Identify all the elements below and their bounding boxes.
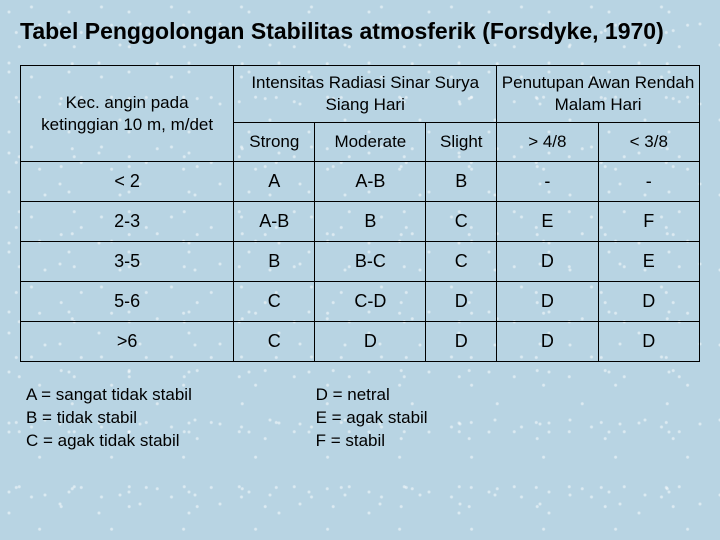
page-title: Tabel Penggolongan Stabilitas atmosferik… <box>20 18 700 45</box>
legend-a: A = sangat tidak stabil <box>26 384 306 407</box>
legend-e: E = agak stabil <box>316 407 700 430</box>
cell-speed: 5-6 <box>21 282 234 322</box>
cell: E <box>598 242 699 282</box>
cell-speed: 3-5 <box>21 242 234 282</box>
cell: A <box>234 162 315 202</box>
col-lt38: < 3/8 <box>598 123 699 162</box>
legend-f: F = stabil <box>316 430 700 453</box>
group-header-solar: Intensitas Radiasi Sinar Surya Siang Har… <box>234 66 497 123</box>
cell: D <box>315 322 426 362</box>
cell: - <box>497 162 598 202</box>
cell: C <box>426 202 497 242</box>
col-moderate: Moderate <box>315 123 426 162</box>
cell-speed: < 2 <box>21 162 234 202</box>
cell: C <box>426 242 497 282</box>
cell: B <box>315 202 426 242</box>
cell: B <box>426 162 497 202</box>
legend-c: C = agak tidak stabil <box>26 430 306 453</box>
legend-left: A = sangat tidak stabil B = tidak stabil… <box>20 384 306 453</box>
table-row: 3-5 B B-C C D E <box>21 242 700 282</box>
legend-right: D = netral E = agak stabil F = stabil <box>306 384 700 453</box>
table-row: 5-6 C C-D D D D <box>21 282 700 322</box>
cell: C <box>234 322 315 362</box>
table-row: < 2 A A-B B - - <box>21 162 700 202</box>
col-slight: Slight <box>426 123 497 162</box>
legend-d: D = netral <box>316 384 700 407</box>
cell: B <box>234 242 315 282</box>
cell: E <box>497 202 598 242</box>
cell: D <box>598 282 699 322</box>
table-row: >6 C D D D D <box>21 322 700 362</box>
table-row: 2-3 A-B B C E F <box>21 202 700 242</box>
group-header-cloud: Penutupan Awan Rendah Malam Hari <box>497 66 700 123</box>
cell: D <box>497 322 598 362</box>
cell: A-B <box>234 202 315 242</box>
cell: - <box>598 162 699 202</box>
cell-speed: 2-3 <box>21 202 234 242</box>
cell: D <box>426 322 497 362</box>
cell: B-C <box>315 242 426 282</box>
cell: C <box>234 282 315 322</box>
cell: D <box>497 242 598 282</box>
legend: A = sangat tidak stabil B = tidak stabil… <box>20 384 700 453</box>
cell: F <box>598 202 699 242</box>
stability-table: Kec. angin pada ketinggian 10 m, m/det I… <box>20 65 700 362</box>
cell: A-B <box>315 162 426 202</box>
cell-speed: >6 <box>21 322 234 362</box>
cell: C-D <box>315 282 426 322</box>
legend-b: B = tidak stabil <box>26 407 306 430</box>
cell: D <box>426 282 497 322</box>
col-strong: Strong <box>234 123 315 162</box>
cell: D <box>497 282 598 322</box>
cell: D <box>598 322 699 362</box>
col-gt48: > 4/8 <box>497 123 598 162</box>
row-header: Kec. angin pada ketinggian 10 m, m/det <box>21 66 234 162</box>
